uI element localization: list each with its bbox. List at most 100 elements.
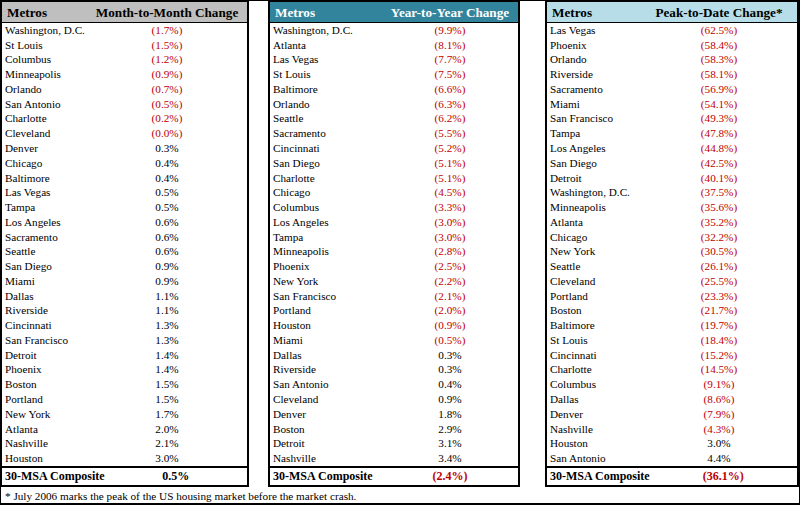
table-row: Boston1.5% (2, 377, 247, 392)
table-row: Cincinnati(15.2%) (547, 347, 797, 362)
change-value: (19.7%) (641, 319, 797, 331)
change-value: (0.5%) (87, 98, 247, 110)
metro-name: Sacramento (270, 127, 382, 139)
table-row: Dallas1.1% (2, 288, 247, 303)
table-row: Orlando(58.3%) (547, 52, 797, 67)
metro-name: Seattle (547, 260, 641, 272)
metro-name: New York (270, 275, 382, 287)
change-value: (58.3%) (641, 53, 797, 65)
metro-name: Tampa (270, 231, 382, 243)
composite-row: 30-MSA Composite (2.4%) (270, 466, 518, 486)
metro-name: San Francisco (547, 112, 641, 124)
change-value: 3.4% (382, 452, 518, 464)
table-row: Baltimore0.4% (2, 170, 247, 185)
change-value: (49.3%) (641, 112, 797, 124)
metro-name: Detroit (2, 349, 87, 361)
metro-name: Las Vegas (547, 24, 641, 36)
metro-name: Chicago (270, 186, 382, 198)
metro-name: Baltimore (547, 319, 641, 331)
composite-value: (2.4%) (382, 469, 518, 484)
metro-name: Phoenix (270, 260, 382, 272)
table-row: Denver0.3% (2, 141, 247, 156)
metro-name: Orlando (270, 98, 382, 110)
metro-name: Detroit (270, 437, 382, 449)
table-row: Boston(21.7%) (547, 303, 797, 318)
table-row: Las Vegas(62.5%) (547, 23, 797, 38)
metro-name: Dallas (2, 290, 87, 302)
table-row: Cincinnati1.3% (2, 318, 247, 333)
table-row: San Diego(5.1%) (270, 155, 518, 170)
table-row: Nashville2.1% (2, 436, 247, 451)
change-value: (2.1%) (382, 290, 518, 302)
metro-name: St Louis (2, 39, 87, 51)
metro-name: Detroit (547, 172, 641, 184)
metro-name: Charlotte (2, 112, 87, 124)
metro-name: Baltimore (270, 83, 382, 95)
metro-name: Riverside (547, 68, 641, 80)
metro-name: San Antonio (2, 98, 87, 110)
change-value: 3.0% (87, 452, 247, 464)
change-value: 1.7% (87, 408, 247, 420)
table-row: Minneapolis(2.8%) (270, 244, 518, 259)
table-row: Nashville(4.3%) (547, 421, 797, 436)
table-row: Phoenix(58.4%) (547, 37, 797, 52)
table-row: San Antonio(0.5%) (2, 96, 247, 111)
change-value: 1.4% (87, 363, 247, 375)
change-value: (9.9%) (382, 24, 518, 36)
metro-name: New York (2, 408, 87, 420)
metro-name: Cleveland (2, 127, 87, 139)
change-value: (32.2%) (641, 231, 797, 243)
table-header-row: Metros Peak-to-Date Change* (547, 2, 797, 23)
change-value: (54.1%) (641, 98, 797, 110)
metro-name: Denver (547, 408, 641, 420)
table-row: Los Angeles(44.8%) (547, 141, 797, 156)
change-value: (5.1%) (382, 157, 518, 169)
table-body: Washington, D.C.(9.9%)Atlanta(8.1%)Las V… (270, 23, 518, 466)
table-row: Orlando(6.3%) (270, 96, 518, 111)
table-row: New York1.7% (2, 406, 247, 421)
metro-name: St Louis (547, 334, 641, 346)
peak-to-date-change-header: Peak-to-Date Change* (641, 5, 797, 21)
metro-name: Nashville (547, 423, 641, 435)
table-row: Atlanta(35.2%) (547, 214, 797, 229)
metro-name: Portland (270, 304, 382, 316)
metro-name: Miami (270, 334, 382, 346)
table-row: Phoenix(2.5%) (270, 259, 518, 274)
table-row: San Francisco(49.3%) (547, 111, 797, 126)
table-header-row: Metros Year-to-Year Change (270, 2, 518, 23)
metro-name: Riverside (2, 304, 87, 316)
change-value: (0.9%) (382, 319, 518, 331)
table-row: Miami0.9% (2, 274, 247, 289)
table-row: Cleveland0.9% (270, 392, 518, 407)
metro-name: New York (547, 245, 641, 257)
change-value: 0.3% (382, 349, 518, 361)
change-value: 1.1% (87, 290, 247, 302)
change-value: (56.9%) (641, 83, 797, 95)
peak-to-date-table: Metros Peak-to-Date Change* Las Vegas(62… (545, 0, 799, 487)
table-row: Portland(2.0%) (270, 303, 518, 318)
table-row: San Diego0.9% (2, 259, 247, 274)
table-row: Dallas(8.6%) (547, 392, 797, 407)
change-value: (0.2%) (87, 112, 247, 124)
change-value: 3.1% (382, 437, 518, 449)
change-value: (6.6%) (382, 83, 518, 95)
metro-name: San Diego (2, 260, 87, 272)
change-value: (6.3%) (382, 98, 518, 110)
metro-name: Chicago (2, 157, 87, 169)
metro-name: Cincinnati (2, 319, 87, 331)
table-row: Chicago(32.2%) (547, 229, 797, 244)
change-value: (1.5%) (87, 39, 247, 51)
metro-name: Cleveland (270, 393, 382, 405)
change-value: (6.2%) (382, 112, 518, 124)
metro-name: San Diego (270, 157, 382, 169)
metro-name: Seattle (270, 112, 382, 124)
metro-name: Tampa (547, 127, 641, 139)
change-value: (25.5%) (641, 275, 797, 287)
change-value: (0.9%) (87, 68, 247, 80)
change-value: 2.9% (382, 423, 518, 435)
table-row: Houston(0.9%) (270, 318, 518, 333)
change-value: (18.4%) (641, 334, 797, 346)
table-row: Atlanta(8.1%) (270, 37, 518, 52)
change-value: (0.0%) (87, 127, 247, 139)
table-row: Riverside(58.1%) (547, 67, 797, 82)
